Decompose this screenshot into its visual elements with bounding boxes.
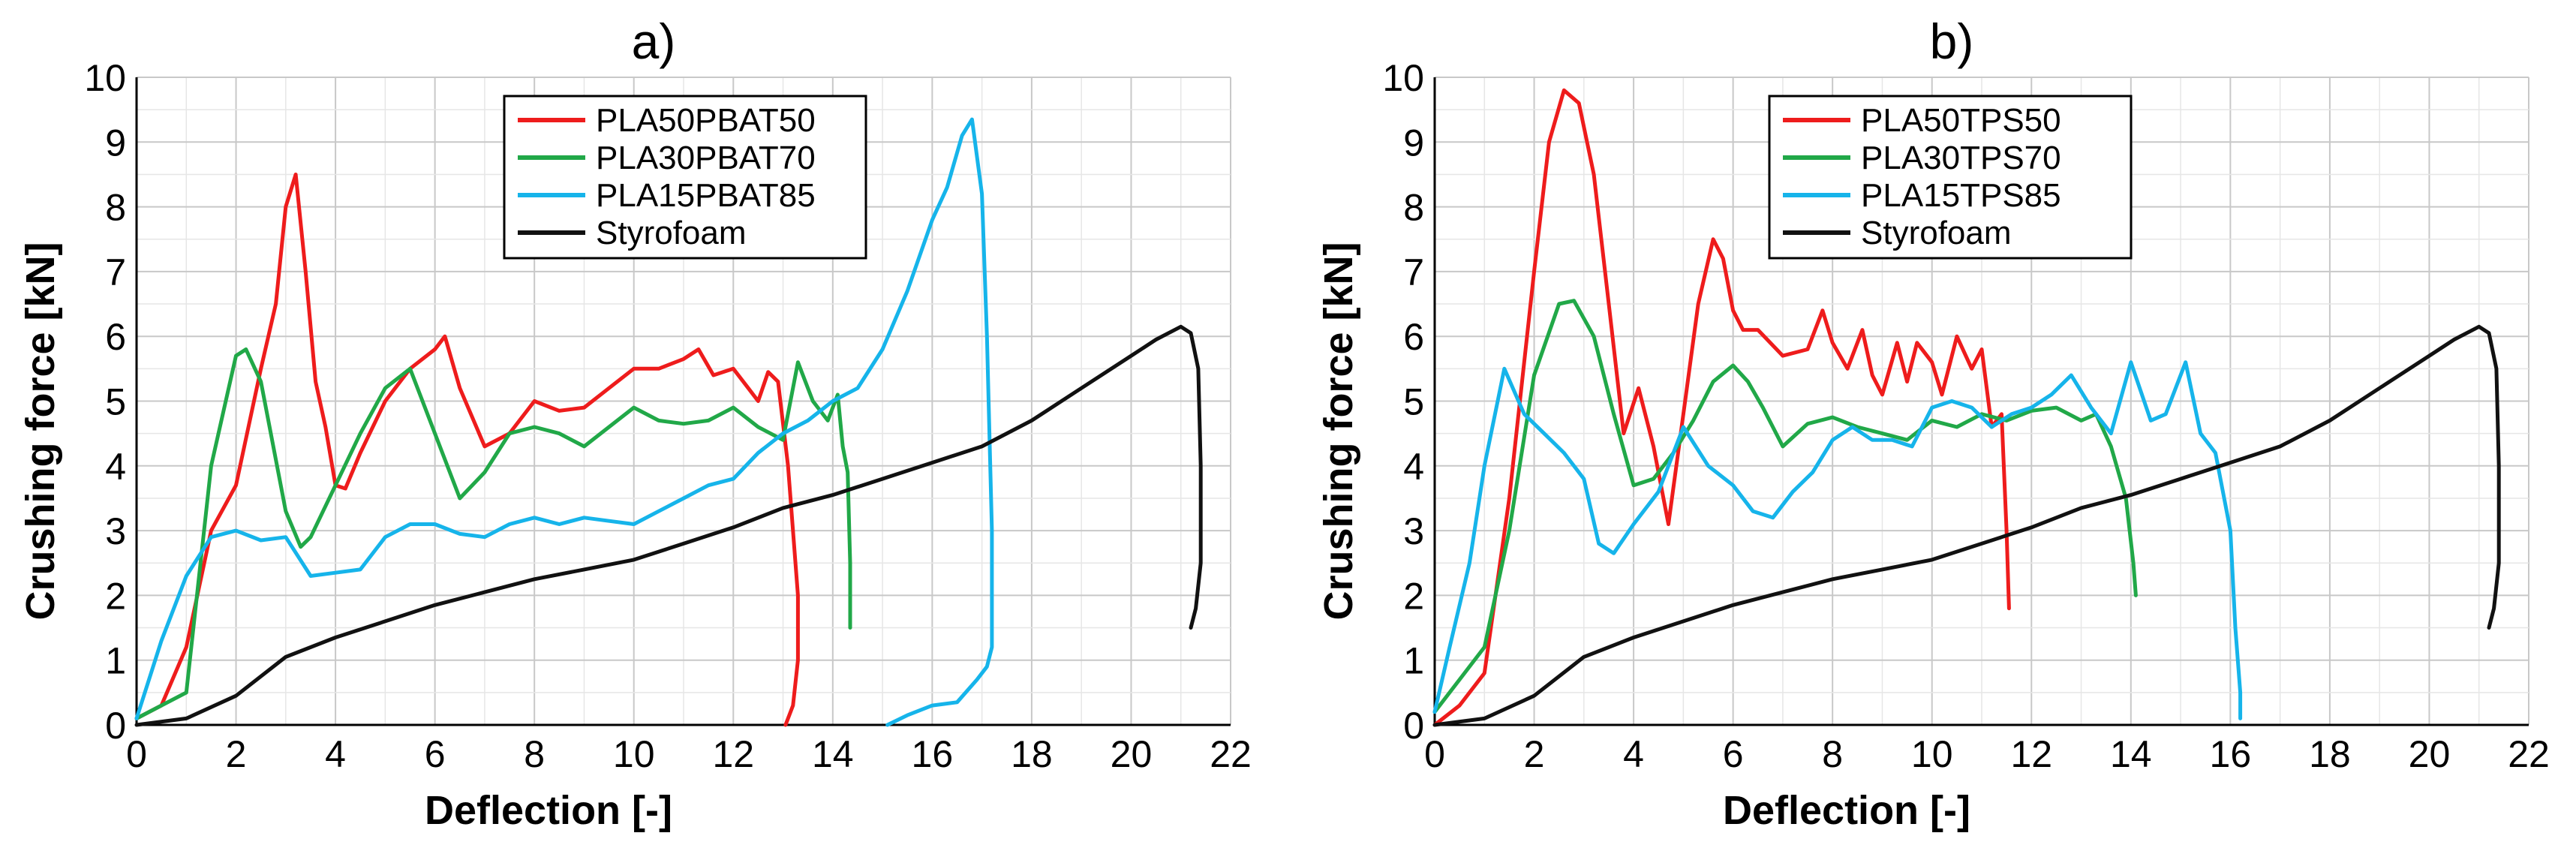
x-tick-label: 8: [1822, 733, 1843, 775]
x-tick-label: 14: [2110, 733, 2152, 775]
legend-label: PLA15PBAT85: [596, 177, 816, 214]
series-line-pla15tps85: [1432, 360, 2243, 720]
y-tick-label: 9: [1403, 122, 1424, 164]
y-axis-label: Crushing force [kN]: [18, 242, 63, 620]
x-tick-label: 2: [226, 733, 247, 775]
x-tick-label: 6: [1723, 733, 1744, 775]
chart-title: b): [1930, 14, 1974, 69]
y-tick-label: 3: [1403, 510, 1424, 552]
series-line-pla15pbat85: [134, 117, 994, 727]
x-tick-label: 12: [712, 733, 754, 775]
x-tick-label: 10: [613, 733, 655, 775]
series-line-pla30tps70: [1432, 299, 2138, 714]
y-tick-label: 7: [105, 251, 126, 293]
y-tick-label: 5: [105, 381, 126, 423]
y-tick-label: 4: [1403, 446, 1424, 488]
x-tick-label: 20: [2409, 733, 2451, 775]
y-tick-label: 1: [105, 640, 126, 682]
x-tick-label: 10: [1911, 733, 1953, 775]
y-tick-label: 7: [1403, 251, 1424, 293]
series-line-pla50pbat50: [134, 173, 800, 727]
legend: PLA50PBAT50PLA30PBAT70PLA15PBAT85Styrofo…: [503, 95, 867, 260]
legend-label: PLA50PBAT50: [596, 102, 816, 139]
x-tick-label: 8: [524, 733, 545, 775]
x-tick-label: 22: [2508, 733, 2550, 775]
chart-panel-a: a) Deflection [-] Crushing force [kN] 0 2…: [18, 14, 1252, 833]
y-tick-label: 8: [105, 187, 126, 229]
series-line-styrofoam: [134, 324, 1203, 727]
x-tick-label: 20: [1111, 733, 1153, 775]
y-tick-label: 0: [105, 705, 126, 747]
y-tick-label: 4: [105, 446, 126, 488]
x-tick-label: 22: [1210, 733, 1252, 775]
y-tick-label: 10: [84, 57, 126, 99]
x-tick-label: 4: [1623, 733, 1644, 775]
series-line-pla30pbat70: [134, 347, 852, 720]
x-tick-label: 6: [425, 733, 446, 775]
chart-title: a): [632, 14, 676, 69]
x-tick-label: 12: [2010, 733, 2052, 775]
chart-panel-b: b) Deflection [-] Crushing force [kN] 0 2…: [1316, 14, 2550, 833]
y-tick-label: 3: [105, 510, 126, 552]
legend-label: Styrofoam: [596, 215, 747, 251]
series-line-pla50tps50: [1432, 88, 2011, 727]
x-tick-label: 18: [1011, 733, 1053, 775]
y-axis-label: Crushing force [kN]: [1316, 242, 1361, 620]
legend-label: PLA30PBAT70: [596, 140, 816, 176]
x-tick-label: 16: [2210, 733, 2252, 775]
y-tick-label: 2: [1403, 575, 1424, 617]
series-line-styrofoam: [1432, 324, 2501, 727]
x-axis-label: Deflection [-]: [1723, 788, 1970, 833]
legend-label: PLA30TPS70: [1861, 140, 2061, 176]
x-tick-label: 0: [1424, 733, 1445, 775]
x-tick-label: 18: [2309, 733, 2351, 775]
legend-label: PLA15TPS85: [1861, 177, 2061, 214]
legend-label: Styrofoam: [1861, 215, 2012, 251]
x-tick-label: 2: [1524, 733, 1545, 775]
x-tick-label: 0: [126, 733, 147, 775]
grid: [1434, 77, 2529, 726]
y-tick-label: 9: [105, 122, 126, 164]
y-tick-label: 10: [1382, 57, 1424, 99]
x-tick-label: 4: [325, 733, 346, 775]
y-tick-label: 6: [1403, 316, 1424, 358]
y-tick-label: 1: [1403, 640, 1424, 682]
y-tick-label: 2: [105, 575, 126, 617]
legend-label: PLA50TPS50: [1861, 102, 2061, 139]
y-tick-label: 5: [1403, 381, 1424, 423]
y-tick-label: 8: [1403, 187, 1424, 229]
x-axis-label: Deflection [-]: [425, 788, 672, 833]
x-tick-label: 16: [912, 733, 954, 775]
y-tick-label: 0: [1403, 705, 1424, 747]
y-tick-label: 6: [105, 316, 126, 358]
x-tick-label: 14: [812, 733, 854, 775]
